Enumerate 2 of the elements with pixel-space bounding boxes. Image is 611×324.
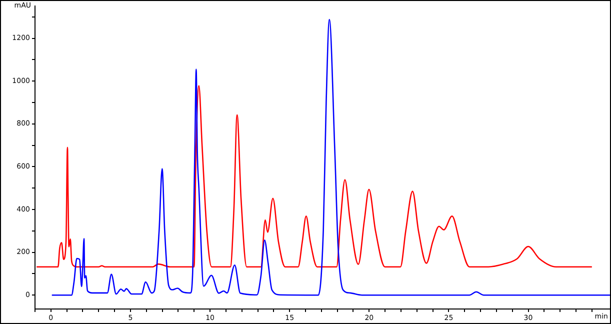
line-series xyxy=(51,18,611,296)
line-series xyxy=(36,85,593,268)
